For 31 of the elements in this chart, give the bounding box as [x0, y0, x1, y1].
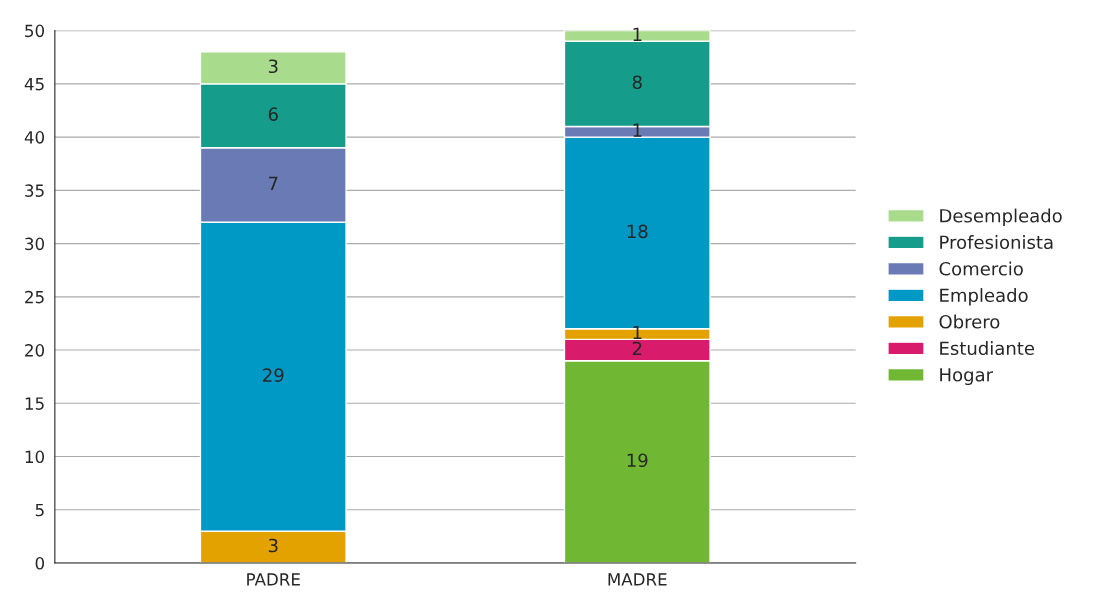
legend-label: Hogar	[940, 368, 994, 386]
y-tick-label: 35	[25, 184, 44, 197]
legend-label: Desempleado	[940, 208, 1062, 227]
legend-label: Comercio	[939, 261, 1023, 276]
y-tick-label: 45	[24, 78, 44, 91]
data-label: 6	[268, 107, 278, 122]
x-tick-label: PADRE	[247, 573, 300, 586]
y-tick-label: 30	[25, 237, 45, 251]
data-label: 3	[268, 538, 278, 553]
data-label: 29	[263, 368, 284, 382]
legend-label: Estudiante	[940, 341, 1035, 356]
y-tick-label: 15	[25, 397, 44, 410]
data-label: 1	[633, 123, 642, 137]
data-label: 2	[632, 341, 642, 356]
x-tick-label: MADRE	[608, 573, 667, 586]
data-label: 18	[627, 224, 648, 239]
data-label: 3	[268, 59, 278, 74]
y-tick-label: 50	[25, 24, 45, 38]
legend-label: Profesionista	[940, 235, 1053, 250]
y-tick-label: 5	[35, 503, 44, 517]
data-label: 8	[632, 75, 642, 90]
data-label: 1	[633, 27, 642, 41]
y-tick-label: 10	[25, 450, 45, 464]
legend-label: Obrero	[939, 314, 1000, 329]
y-tick-label: 20	[25, 344, 45, 357]
data-label: 19	[627, 453, 648, 468]
y-tick-label: 0	[35, 557, 45, 570]
legend-label: Empleado	[940, 288, 1028, 306]
y-tick-label: 40	[24, 131, 45, 144]
data-label: 7	[268, 176, 278, 190]
y-tick-label: 25	[25, 290, 44, 304]
